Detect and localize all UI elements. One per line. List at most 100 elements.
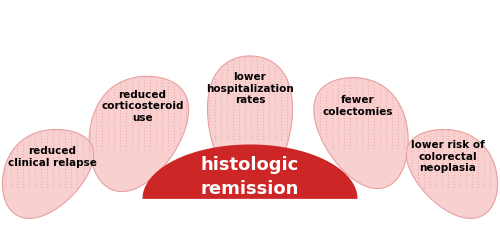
Point bbox=[432, 134, 440, 138]
Point bbox=[228, 71, 236, 75]
Point bbox=[49, 152, 57, 156]
Point bbox=[246, 74, 254, 78]
Point bbox=[79, 149, 87, 153]
Point bbox=[122, 118, 130, 122]
Point bbox=[468, 137, 476, 141]
Point bbox=[264, 62, 272, 66]
Point bbox=[134, 93, 142, 98]
Point bbox=[276, 86, 284, 90]
Point bbox=[67, 165, 75, 169]
Point bbox=[222, 80, 230, 84]
Point bbox=[55, 162, 63, 166]
Point bbox=[444, 186, 452, 190]
Point bbox=[316, 125, 324, 130]
Point bbox=[322, 125, 330, 130]
Point bbox=[122, 148, 130, 152]
Point bbox=[116, 127, 124, 131]
Point bbox=[376, 113, 384, 117]
Point bbox=[420, 177, 428, 181]
Point bbox=[228, 114, 236, 118]
Point bbox=[67, 137, 75, 141]
Point bbox=[334, 86, 342, 90]
Point bbox=[444, 174, 452, 178]
Point bbox=[480, 186, 488, 190]
Point bbox=[388, 132, 396, 136]
Point bbox=[414, 174, 422, 178]
Point bbox=[86, 148, 94, 152]
Point bbox=[376, 116, 384, 120]
Point bbox=[340, 86, 347, 90]
Point bbox=[67, 131, 75, 135]
Point bbox=[222, 92, 230, 97]
Point bbox=[450, 174, 458, 178]
Point bbox=[164, 112, 172, 116]
Point bbox=[346, 89, 354, 93]
Point bbox=[258, 65, 266, 69]
Point bbox=[116, 124, 124, 128]
Point bbox=[420, 186, 428, 190]
Point bbox=[414, 143, 422, 147]
Point bbox=[382, 110, 390, 114]
Point bbox=[7, 180, 15, 184]
Point bbox=[110, 148, 118, 152]
Point bbox=[228, 86, 236, 90]
Point bbox=[322, 110, 330, 114]
Point bbox=[122, 97, 130, 101]
Point bbox=[420, 165, 428, 169]
Point bbox=[1, 180, 9, 184]
Point bbox=[258, 68, 266, 72]
Point bbox=[7, 152, 15, 156]
Point bbox=[252, 132, 260, 136]
Point bbox=[252, 92, 260, 97]
Point bbox=[49, 180, 57, 184]
Point bbox=[276, 108, 284, 112]
Point bbox=[322, 119, 330, 123]
Point bbox=[358, 110, 366, 114]
Point bbox=[73, 177, 81, 181]
Point bbox=[408, 152, 416, 156]
Point bbox=[37, 186, 45, 190]
Point bbox=[43, 162, 51, 166]
Point bbox=[61, 177, 69, 181]
Point bbox=[234, 120, 242, 124]
Point bbox=[322, 104, 330, 108]
Point bbox=[104, 100, 112, 104]
Point bbox=[370, 98, 378, 102]
Point bbox=[19, 140, 27, 144]
Point bbox=[216, 132, 224, 136]
Point bbox=[19, 143, 27, 147]
Point bbox=[216, 123, 224, 127]
Point bbox=[282, 102, 290, 106]
Point bbox=[128, 139, 136, 143]
Point bbox=[276, 77, 284, 81]
Point bbox=[152, 112, 160, 116]
Point bbox=[444, 131, 452, 135]
Point bbox=[474, 186, 482, 190]
Point bbox=[210, 80, 218, 84]
Point bbox=[388, 119, 396, 123]
Point bbox=[7, 155, 15, 160]
Point bbox=[346, 147, 354, 151]
Point bbox=[444, 134, 452, 138]
Point bbox=[456, 137, 464, 141]
Point bbox=[258, 132, 266, 136]
Point bbox=[400, 129, 407, 133]
Point bbox=[276, 114, 284, 118]
Point bbox=[450, 171, 458, 175]
Point bbox=[13, 183, 21, 187]
Point bbox=[170, 112, 178, 116]
Point bbox=[31, 180, 39, 184]
Point bbox=[31, 137, 39, 141]
Point bbox=[170, 90, 178, 94]
Point bbox=[252, 99, 260, 103]
Point bbox=[456, 186, 464, 190]
Point bbox=[246, 126, 254, 130]
Point bbox=[468, 152, 476, 156]
Point bbox=[234, 132, 242, 136]
Point bbox=[19, 177, 27, 181]
Point bbox=[92, 145, 100, 149]
Point bbox=[116, 115, 124, 119]
Point bbox=[252, 86, 260, 90]
Point bbox=[140, 112, 148, 116]
Point bbox=[426, 143, 434, 147]
